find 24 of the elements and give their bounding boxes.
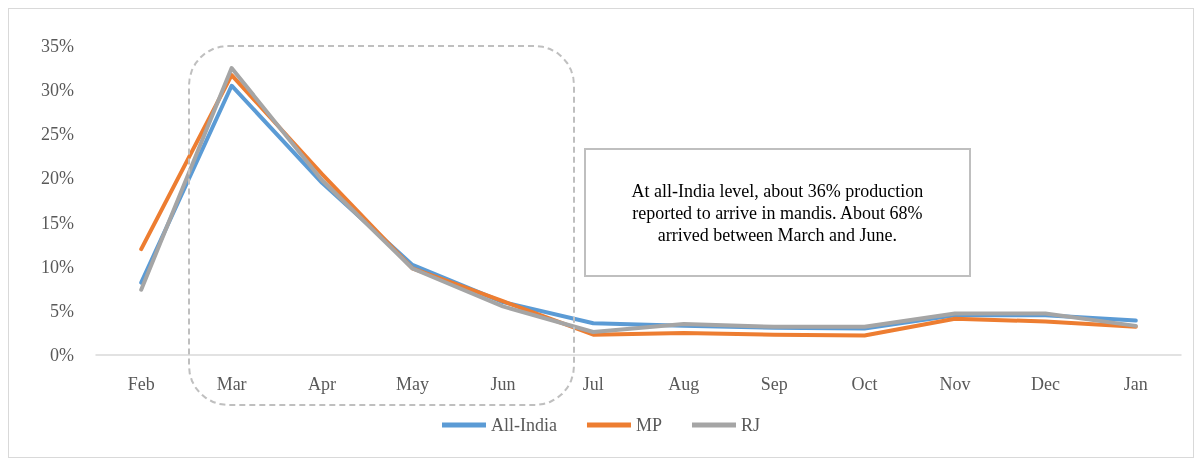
x-tick-label: Apr [308, 374, 337, 394]
y-tick-label: 15% [41, 212, 74, 233]
x-tick-label: Nov [939, 374, 971, 394]
y-tick-label: 35% [41, 36, 74, 56]
legend-label: RJ [740, 415, 761, 435]
x-tick-label: Mar [216, 374, 247, 394]
x-tick-label: Feb [127, 374, 155, 394]
y-tick-label: 30% [41, 80, 74, 101]
y-tick-label: 0% [50, 345, 74, 365]
legend-label: All-India [491, 415, 557, 435]
legend-label: MP [635, 415, 662, 435]
x-tick-label: Jun [490, 374, 516, 394]
x-tick-label: Jan [1123, 374, 1148, 394]
y-tick-label: 5% [50, 300, 74, 321]
x-tick-label: Aug [668, 374, 700, 394]
x-tick-label: Jul [582, 374, 604, 394]
x-tick-label: Oct [851, 374, 878, 394]
y-tick-label: 25% [41, 124, 74, 145]
x-tick-label: Dec [1030, 374, 1060, 394]
y-tick-label: 20% [41, 168, 74, 189]
x-tick-label: Sep [760, 374, 788, 394]
note-box: At all-India level, about 36% production reported to arrive in mandis. About 68% arrived between March and June. [583, 148, 971, 277]
y-tick-label: 10% [41, 256, 74, 277]
x-tick-label: May [395, 374, 429, 394]
